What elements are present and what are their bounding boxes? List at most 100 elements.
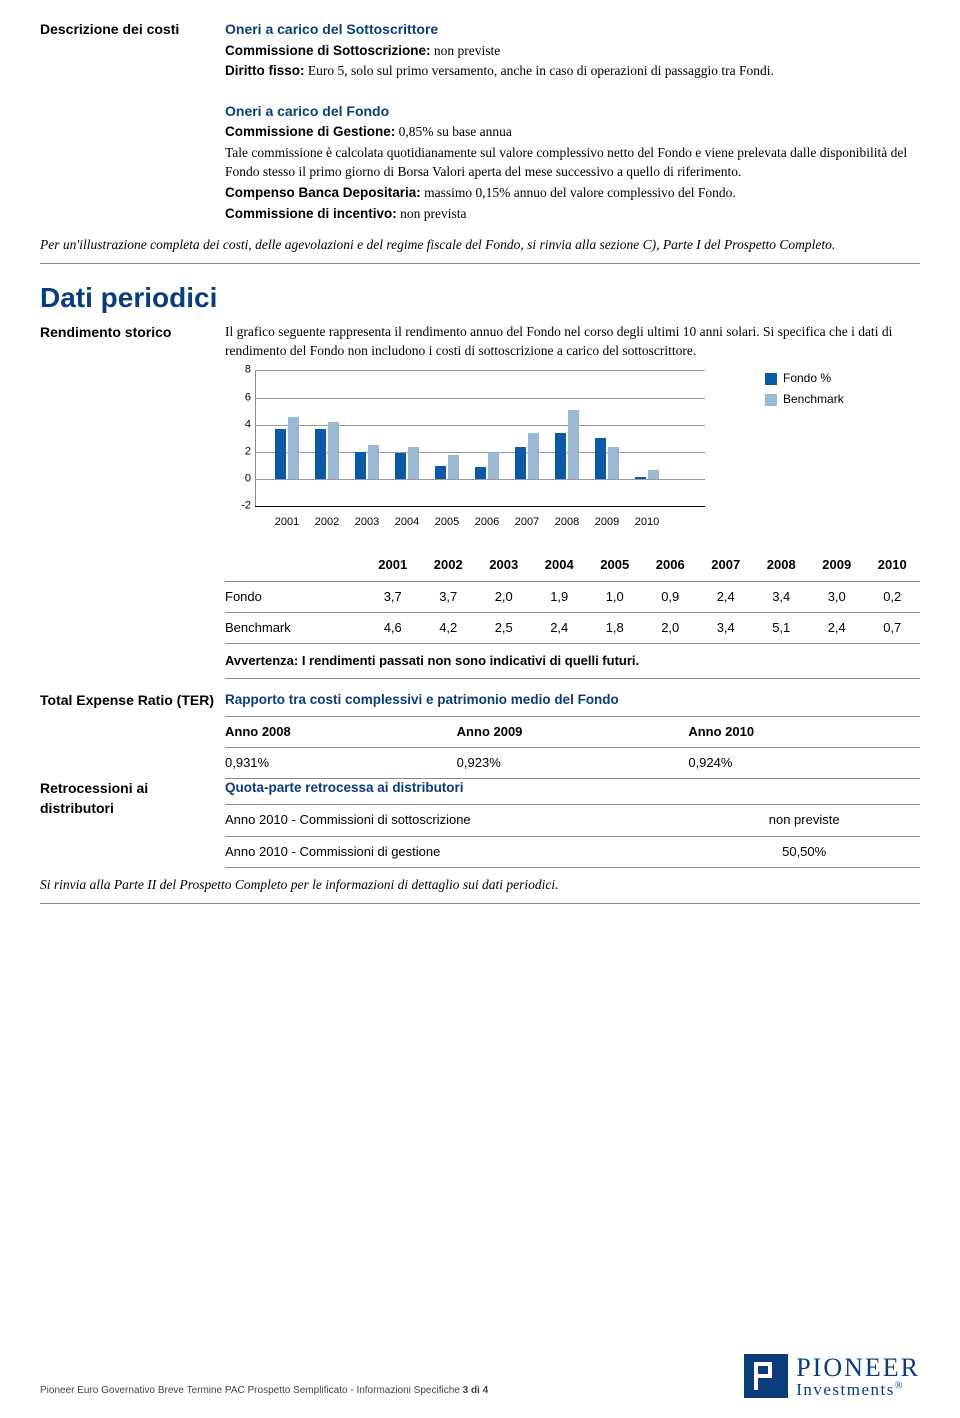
table-cell: 2,4 — [532, 612, 588, 643]
table-col-header: 2004 — [532, 550, 588, 581]
table-col-header: 2007 — [698, 550, 754, 581]
table-cell: 1,0 — [587, 581, 643, 612]
rend-text: Il grafico seguente rappresenta il rendi… — [225, 323, 920, 361]
y-tick-label: -2 — [225, 499, 251, 514]
retro-row: Retrocessioni ai distributori Quota-part… — [40, 779, 920, 867]
costs-content: Oneri a carico del Sottoscrittore Commis… — [225, 20, 920, 226]
table-col-header: 2009 — [809, 550, 865, 581]
x-tick-label: 2006 — [475, 515, 499, 530]
x-tick-label: 2005 — [435, 515, 459, 530]
bar — [648, 470, 659, 480]
y-tick-label: 4 — [225, 417, 251, 432]
row-label: Benchmark — [225, 612, 365, 643]
rendimento-section: Rendimento storico Il grafico seguente r… — [40, 323, 920, 531]
sub1-l1b: non previste — [431, 43, 501, 58]
gridline — [255, 479, 705, 480]
table-col-header: 2006 — [643, 550, 699, 581]
returns-table-wrap: 2001200220032004200520062007200820092010… — [225, 550, 920, 679]
table-col-header: 2008 — [754, 550, 810, 581]
footer-page: 3 di 4 — [463, 1385, 489, 1396]
gridline — [255, 425, 705, 426]
table-col-header: 2010 — [865, 550, 921, 581]
sub1-l2b: Euro 5, solo sul primo versamento, anche… — [305, 63, 774, 78]
table-col-header: 2003 — [476, 550, 532, 581]
sub1-title: Oneri a carico del Sottoscrittore — [225, 20, 920, 40]
legend-swatch-benchmark — [765, 394, 777, 406]
legend-swatch-fondo — [765, 373, 777, 385]
table-cell: 4,2 — [421, 612, 477, 643]
table-cell: 3,4 — [698, 612, 754, 643]
legend-benchmark-label: Benchmark — [783, 391, 844, 408]
table-header-row: 2001200220032004200520062007200820092010 — [225, 550, 920, 581]
sub2-l1b: 0,85% su base annua — [395, 124, 512, 139]
y-tick-label: 6 — [225, 390, 251, 405]
bar — [568, 410, 579, 479]
y-tick-label: 8 — [225, 363, 251, 378]
logo-reg: ® — [895, 1380, 904, 1391]
x-tick-label: 2009 — [595, 515, 619, 530]
bar — [328, 422, 339, 479]
footer-text: Pioneer Euro Governativo Breve Termine P… — [40, 1384, 488, 1398]
bar — [595, 438, 606, 479]
bar — [515, 447, 526, 480]
gridline — [255, 398, 705, 399]
ter-v2: 0,923% — [457, 754, 689, 772]
costs-section: Descrizione dei costi Oneri a carico del… — [40, 20, 920, 226]
table-cell: 4,6 — [365, 612, 421, 643]
ter-content: Rapporto tra costi complessivi e patrimo… — [225, 691, 920, 779]
periodic-note: Si rinvia alla Parte II del Prospetto Co… — [40, 876, 920, 904]
bar — [395, 453, 406, 479]
sub2-l1a: Commissione di Gestione: — [225, 124, 395, 139]
ter-values-row: 0,931% 0,923% 0,924% — [225, 748, 920, 779]
ter-row1: Total Expense Ratio (TER) Rapporto tra c… — [40, 691, 920, 779]
row-label: Fondo — [225, 581, 365, 612]
sub1-line2: Diritto fisso: Euro 5, solo sul primo ve… — [225, 62, 920, 81]
rend-content: Il grafico seguente rappresenta il rendi… — [225, 323, 920, 531]
chart-yaxis — [255, 370, 256, 506]
x-tick-label: 2004 — [395, 515, 419, 530]
x-axis — [255, 506, 705, 507]
pioneer-logo: PIONEER Investments® — [744, 1354, 920, 1398]
ter-v3: 0,924% — [688, 754, 920, 772]
sub2-l2: Tale commissione è calcolata quotidianam… — [225, 144, 920, 182]
table-col-header: 2002 — [421, 550, 477, 581]
table-cell: 2,0 — [643, 612, 699, 643]
sub2-title: Oneri a carico del Fondo — [225, 102, 920, 122]
table-cell: 2,4 — [809, 612, 865, 643]
retro-r1a: Anno 2010 - Commissioni di sottoscrizion… — [225, 811, 688, 829]
bar — [315, 429, 326, 479]
sub2-l4b: non prevista — [397, 206, 467, 221]
legend-benchmark: Benchmark — [765, 391, 844, 408]
ter-title: Rapporto tra costi complessivi e patrimo… — [225, 691, 920, 717]
sub2-line1: Commissione di Gestione: 0,85% su base a… — [225, 123, 920, 142]
page-footer: Pioneer Euro Governativo Breve Termine P… — [40, 1354, 920, 1398]
retro-label: Retrocessioni ai distributori — [40, 779, 225, 867]
x-tick-label: 2007 — [515, 515, 539, 530]
ter-h1: Anno 2008 — [225, 723, 457, 741]
table-body: Fondo3,73,72,01,91,00,92,43,43,00,2Bench… — [225, 581, 920, 643]
bar — [528, 433, 539, 479]
table-cell: 3,4 — [754, 581, 810, 612]
bar — [408, 447, 419, 480]
costs-label: Descrizione dei costi — [40, 20, 225, 226]
chart-area: -202468200120022003200420052006200720082… — [225, 370, 920, 530]
logo-l2-text: Investments — [796, 1380, 895, 1399]
gridline — [255, 370, 705, 371]
table-cell: 0,9 — [643, 581, 699, 612]
bar — [368, 445, 379, 479]
ter-h3: Anno 2010 — [688, 723, 920, 741]
table-cell: 1,8 — [587, 612, 643, 643]
logo-line2: Investments® — [796, 1381, 920, 1398]
logo-line1: PIONEER — [796, 1355, 920, 1381]
table-cell: 5,1 — [754, 612, 810, 643]
periodic-heading: Dati periodici — [40, 278, 920, 317]
table-cell: 1,9 — [532, 581, 588, 612]
sub1-line1: Commissione di Sottoscrizione: non previ… — [225, 42, 920, 61]
table-row: Fondo3,73,72,01,91,00,92,43,43,00,2 — [225, 581, 920, 612]
bar — [435, 466, 446, 480]
ter-label: Total Expense Ratio (TER) — [40, 691, 225, 779]
avvertenza: Avvertenza: I rendimenti passati non son… — [225, 644, 920, 679]
costs-note: Per un'illustrazione completa dei costi,… — [40, 236, 920, 264]
bar — [608, 447, 619, 480]
x-tick-label: 2008 — [555, 515, 579, 530]
